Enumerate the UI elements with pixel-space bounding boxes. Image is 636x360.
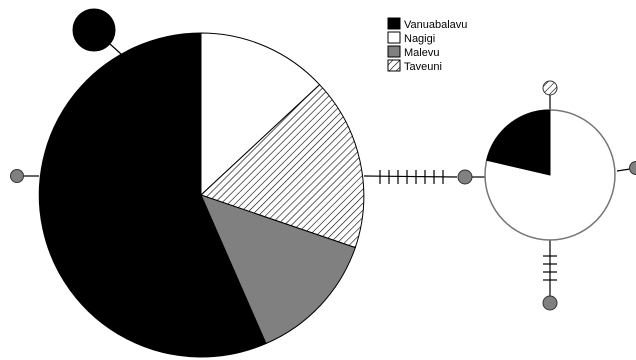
- legend: Vanuabalavu Nagigi Malevu Taveuni: [387, 17, 467, 73]
- singleton-top-right: [542, 80, 558, 96]
- pie-slice-malevu: [200, 194, 356, 345]
- singleton-right: [629, 161, 636, 175]
- legend-label-taveuni: Taveuni: [404, 61, 442, 73]
- large-haplotype-pie: [38, 32, 365, 358]
- singleton-haplotypes: [10, 8, 636, 311]
- legend-label-nagigi: Nagigi: [404, 33, 435, 45]
- singleton-left: [10, 169, 24, 183]
- edge-large-to-topleft: [109, 43, 122, 55]
- pie-slice-vanuabalavu: [38, 32, 267, 358]
- pie-slice-nagigi: [200, 32, 321, 197]
- medium-haplotype-pie: [484, 109, 616, 241]
- legend-swatch-nagigi: [387, 31, 401, 44]
- legend-swatch-taveuni: [387, 59, 401, 72]
- singleton-top-left: [72, 8, 116, 52]
- singleton-bottom: [542, 295, 558, 311]
- mutation-ticks: [379, 170, 557, 281]
- pie-slice-taveuni: [200, 83, 365, 249]
- singleton-intermediate: [457, 169, 473, 185]
- pie-slice-vanuabalavu: [486, 109, 551, 176]
- legend-label-vanuabalavu: Vanuabalavu: [404, 19, 467, 31]
- edge-medium-to-right: [616, 168, 631, 172]
- legend-swatch-malevu: [387, 45, 401, 58]
- legend-label-malevu: Malevu: [404, 47, 439, 59]
- legend-swatch-vanuabalavu: [387, 17, 401, 30]
